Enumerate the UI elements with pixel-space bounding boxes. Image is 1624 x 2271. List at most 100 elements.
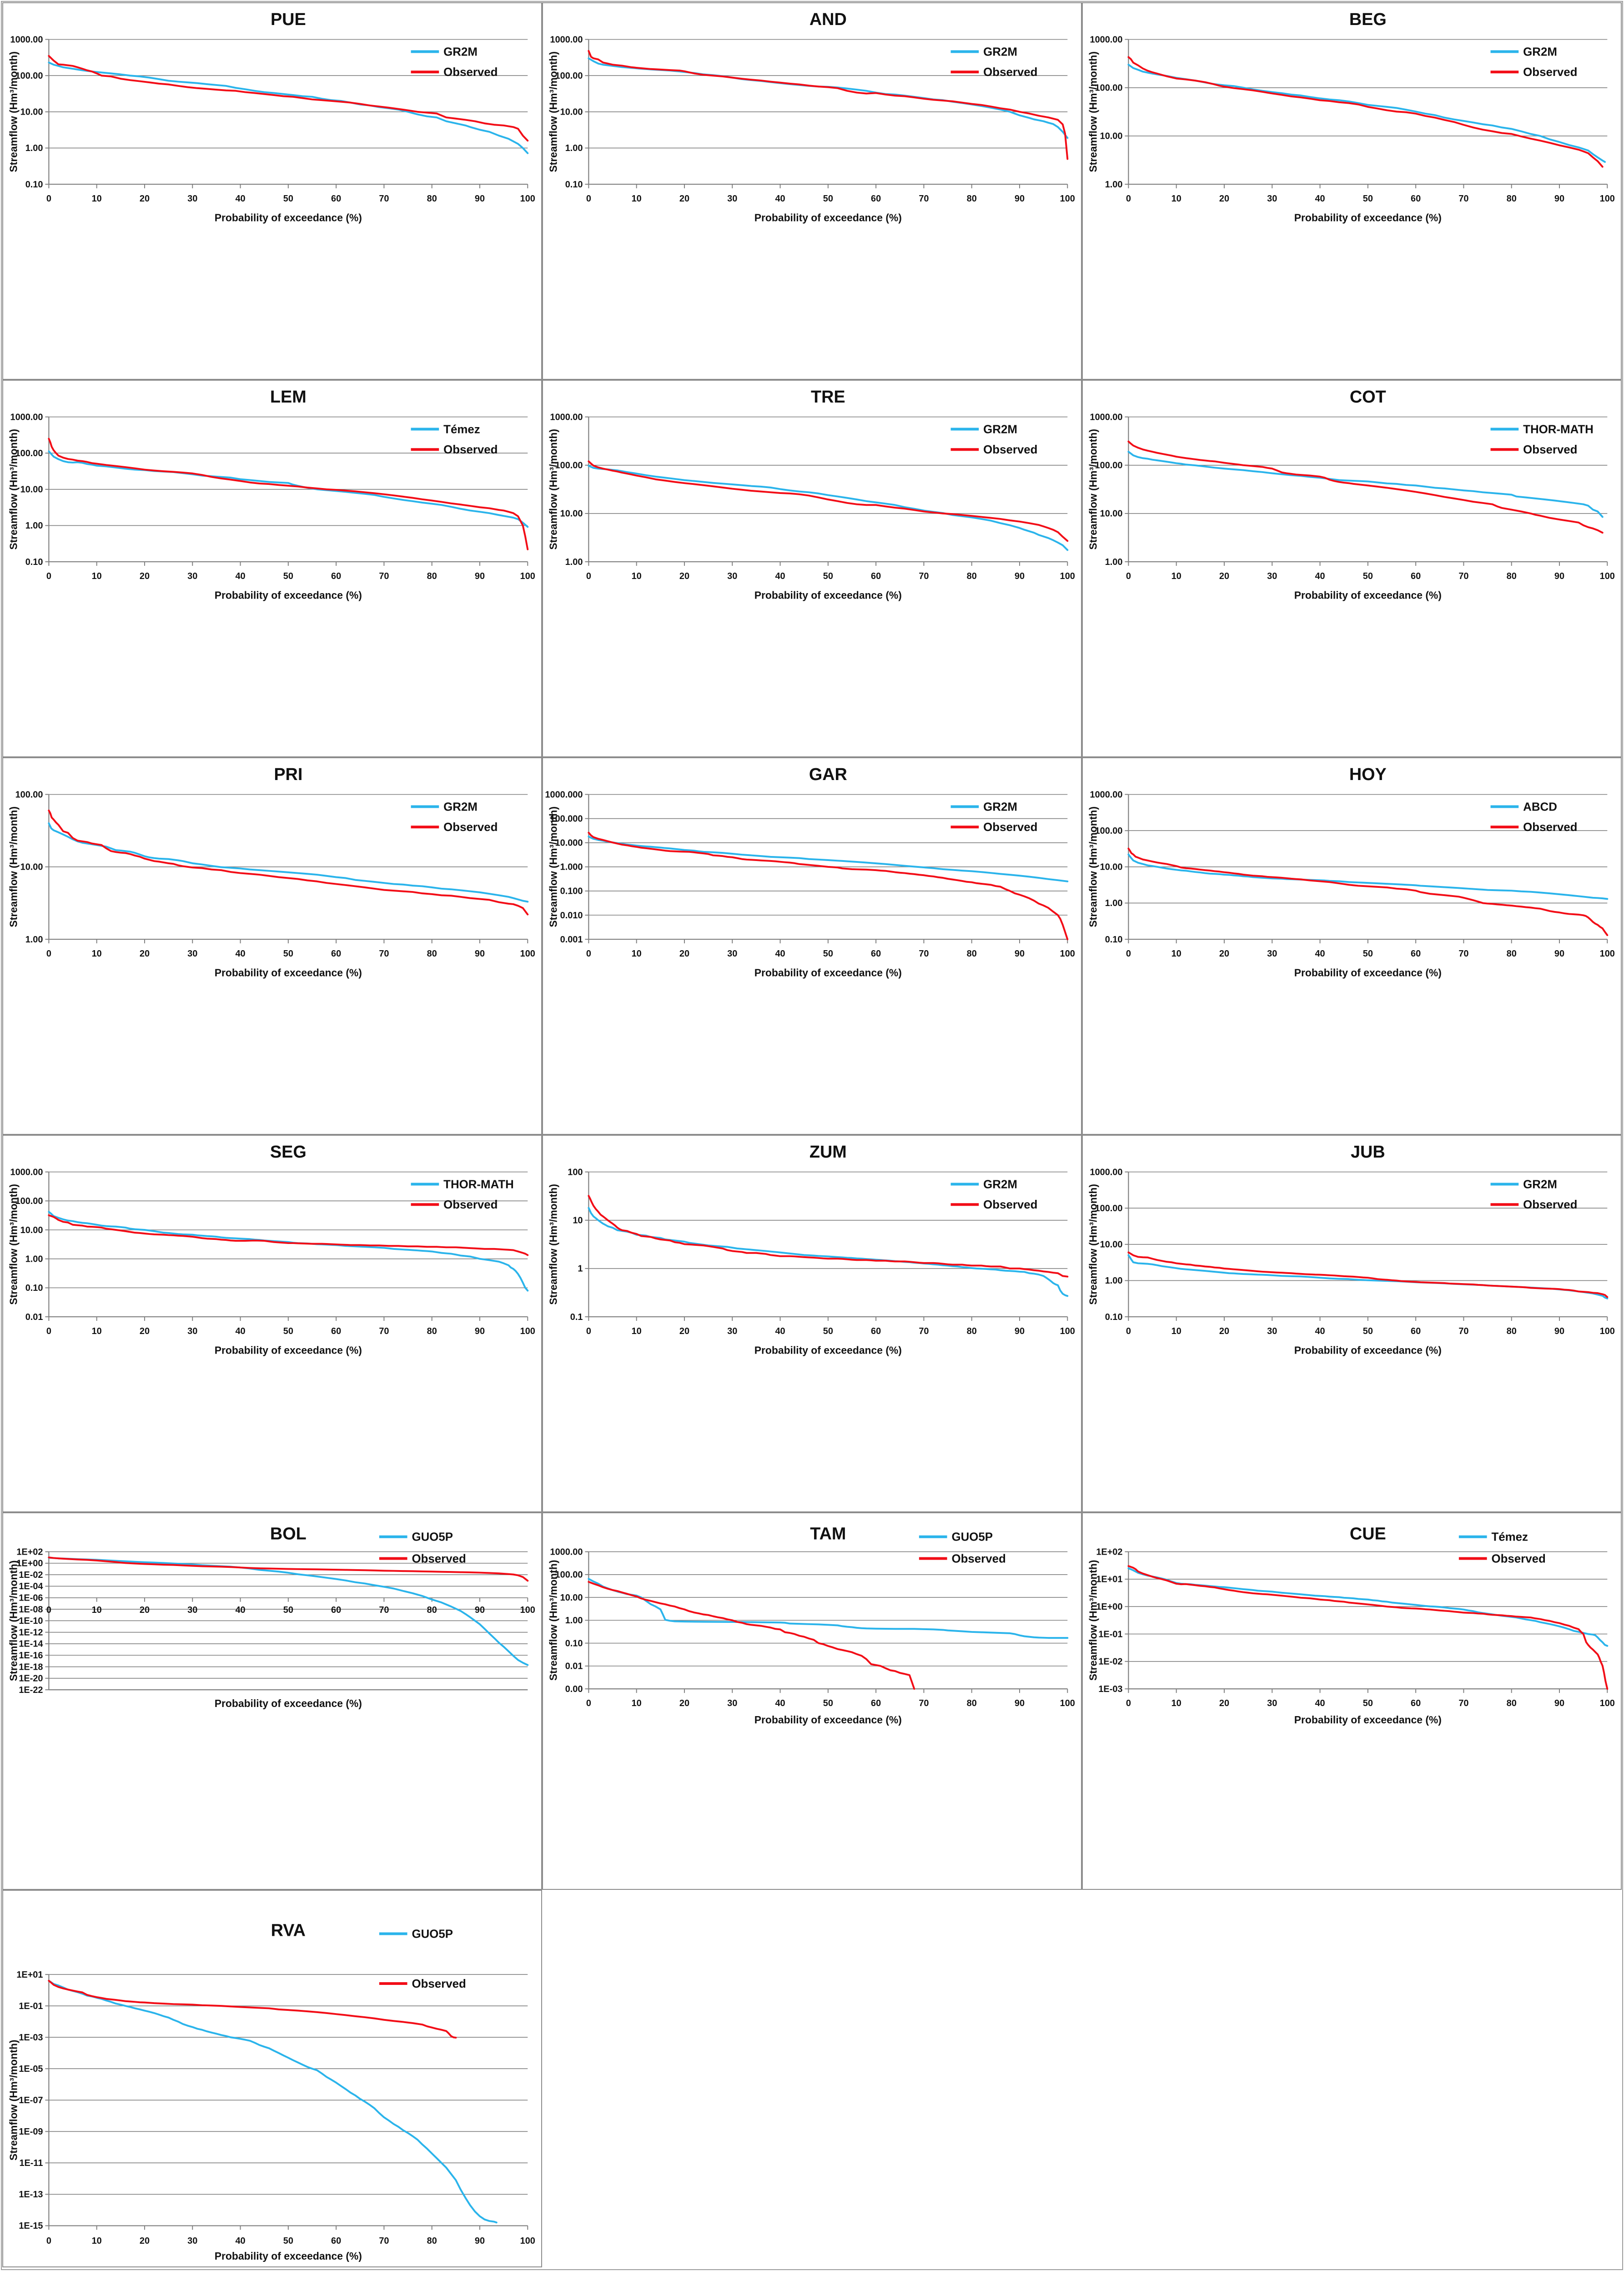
y-tick-label: 1E-20 [19, 1674, 43, 1684]
y-tick-label: 1E+01 [16, 1970, 43, 1980]
x-tick-label: 70 [1458, 949, 1468, 959]
y-tick-label: 0.10 [25, 557, 43, 567]
x-tick-label: 40 [235, 1326, 245, 1336]
series-line-GR2M [1127, 64, 1606, 163]
y-tick-label: 0.100 [560, 886, 583, 896]
y-axis-label: Streamflow (Hm³/month) [8, 1184, 20, 1305]
x-tick-label: 80 [427, 1605, 437, 1615]
x-tick-label: 30 [187, 194, 197, 204]
x-tick-label: 60 [331, 1605, 341, 1615]
chart-title: LEM [270, 388, 307, 407]
y-axis-label: Streamflow (Hm³/month) [1087, 1560, 1099, 1681]
series-line-GUO5P [588, 1578, 1069, 1639]
x-tick-label: 60 [331, 949, 341, 959]
y-tick-label: 0.10 [565, 180, 583, 190]
x-tick-label: 60 [1411, 1326, 1421, 1336]
legend-entry-model-label: Témez [1492, 1531, 1528, 1544]
x-tick-label: 30 [187, 571, 197, 581]
x-tick-label: 80 [1507, 194, 1517, 204]
x-tick-label: 0 [586, 1698, 591, 1708]
chart-BEG: 1000.00 100.00 10.00 1.000 10 20 30 40 50 60 70 80 9… [1087, 10, 1615, 224]
y-tick-label: 1000.00 [1090, 1167, 1123, 1177]
y-axis-label: Streamflow (Hm³/month) [8, 429, 20, 550]
y-axis-label: Streamflow (Hm³/month) [8, 806, 20, 927]
x-tick-label: 40 [235, 2236, 245, 2246]
y-tick-label: 10.00 [20, 485, 43, 495]
y-tick-label: 100.00 [15, 790, 43, 800]
x-tick-label: 80 [967, 1326, 977, 1336]
y-tick-label: 1000.000 [545, 790, 583, 800]
x-tick-label: 40 [775, 949, 785, 959]
y-tick-label: 1.00 [25, 143, 43, 153]
series-line-observed [1127, 847, 1609, 937]
x-tick-label: 10 [1171, 1698, 1182, 1708]
legend-entry-observed-label: Observed [443, 821, 498, 834]
y-tick-label: 1E-16 [19, 1651, 43, 1661]
x-tick-label: 20 [679, 194, 689, 204]
x-tick-label: 40 [775, 1698, 785, 1708]
y-tick-label: 1E-22 [19, 1685, 43, 1695]
legend-entry-observed-label: Observed [412, 1552, 466, 1565]
legend-entry-observed-label: Observed [443, 443, 498, 456]
x-axis-label: Probability of exceedance (%) [754, 212, 902, 224]
x-tick-label: 90 [1554, 194, 1564, 204]
y-tick-label: 100.00 [1095, 83, 1123, 93]
x-tick-label: 70 [1458, 1326, 1468, 1336]
chart-cell-TAM: 1000.00 100.00 10.00 1.00 0.10 0.01 0.00 0 10 20 3… [542, 1512, 1082, 1890]
series-line-observed [588, 1581, 915, 1690]
legend-entry-model-label: GR2M [983, 423, 1017, 436]
x-tick-label: 80 [1507, 571, 1517, 581]
chart-title: BEG [1349, 10, 1387, 29]
chart-TAM: 1000.00 100.00 10.00 1.00 0.10 0.01 0.000 10 20 3… [548, 1525, 1075, 1726]
chart-title: TAM [810, 1525, 846, 1544]
y-axis-label: Streamflow (Hm³/month) [1087, 429, 1099, 550]
legend-entry-observed-label: Observed [983, 821, 1037, 834]
x-tick-label: 20 [1219, 194, 1229, 204]
x-tick-label: 70 [1458, 571, 1468, 581]
series-line-observed [1127, 1251, 1609, 1298]
chart-COT: 1000.00 100.00 10.00 1.000 10 20 30 40 50 60 70 80 9… [1087, 388, 1615, 601]
x-tick-label: 100 [1600, 949, 1615, 959]
chart-cell-RVA: 1E+01 1E-01 1E-03 1E-05 1E-07 1E-09 1E-11 1E-13… [2, 1890, 542, 2267]
series-line-observed [48, 1556, 529, 1582]
series-line-observed [1127, 440, 1604, 534]
y-tick-label: 1.00 [1105, 180, 1123, 190]
series-line-observed [588, 1195, 1069, 1278]
x-tick-label: 0 [46, 2236, 51, 2246]
x-tick-label: 30 [1267, 949, 1277, 959]
y-tick-label: 1000.00 [10, 412, 43, 422]
legend-entry-model-label: GUO5P [412, 1531, 453, 1544]
y-tick-label: 100.00 [555, 71, 583, 81]
x-tick-label: 90 [1554, 571, 1564, 581]
chart-cell-PUE: 1000.00 100.00 10.00 1.00 0.10 0 10 20 30 40 50 60 7… [2, 2, 542, 380]
y-tick-label: 1E-04 [19, 1581, 43, 1591]
chart-RVA: 1E+01 1E-01 1E-03 1E-05 1E-07 1E-09 1E-11 1E-13… [8, 1921, 535, 2262]
series-line-observed [48, 1979, 457, 2039]
x-tick-label: 70 [379, 1605, 389, 1615]
x-tick-label: 90 [475, 949, 485, 959]
x-tick-label: 100 [520, 949, 535, 959]
x-tick-label: 60 [331, 194, 341, 204]
y-tick-label: 0.01 [25, 1312, 43, 1322]
y-tick-label: 1000.00 [550, 1547, 583, 1557]
x-tick-label: 40 [1315, 571, 1325, 581]
x-tick-label: 90 [1015, 1698, 1025, 1708]
y-tick-label: 1E-02 [1098, 1657, 1122, 1667]
chart-AND: 1000.00 100.00 10.00 1.00 0.100 10 20 30 40 50 60 7… [548, 10, 1075, 224]
x-tick-label: 30 [1267, 194, 1277, 204]
x-tick-label: 90 [1015, 571, 1025, 581]
y-axis-label: Streamflow (Hm³/month) [8, 1561, 20, 1682]
legend-entry-observed-label: Observed [1523, 821, 1577, 834]
x-tick-label: 0 [1126, 1698, 1131, 1708]
x-tick-label: 50 [283, 1326, 293, 1336]
x-tick-label: 70 [379, 194, 389, 204]
x-axis-label: Probability of exceedance (%) [215, 2250, 362, 2262]
x-tick-label: 40 [775, 571, 785, 581]
x-axis-label: Probability of exceedance (%) [215, 1697, 362, 1709]
series-line-THOR-MATH [48, 1211, 529, 1292]
x-tick-label: 10 [632, 1698, 642, 1708]
y-tick-label: 1.00 [25, 521, 43, 531]
x-tick-label: 100 [1600, 194, 1615, 204]
x-tick-label: 10 [92, 1326, 102, 1336]
legend-entry-observed-label: Observed [412, 1978, 466, 1990]
